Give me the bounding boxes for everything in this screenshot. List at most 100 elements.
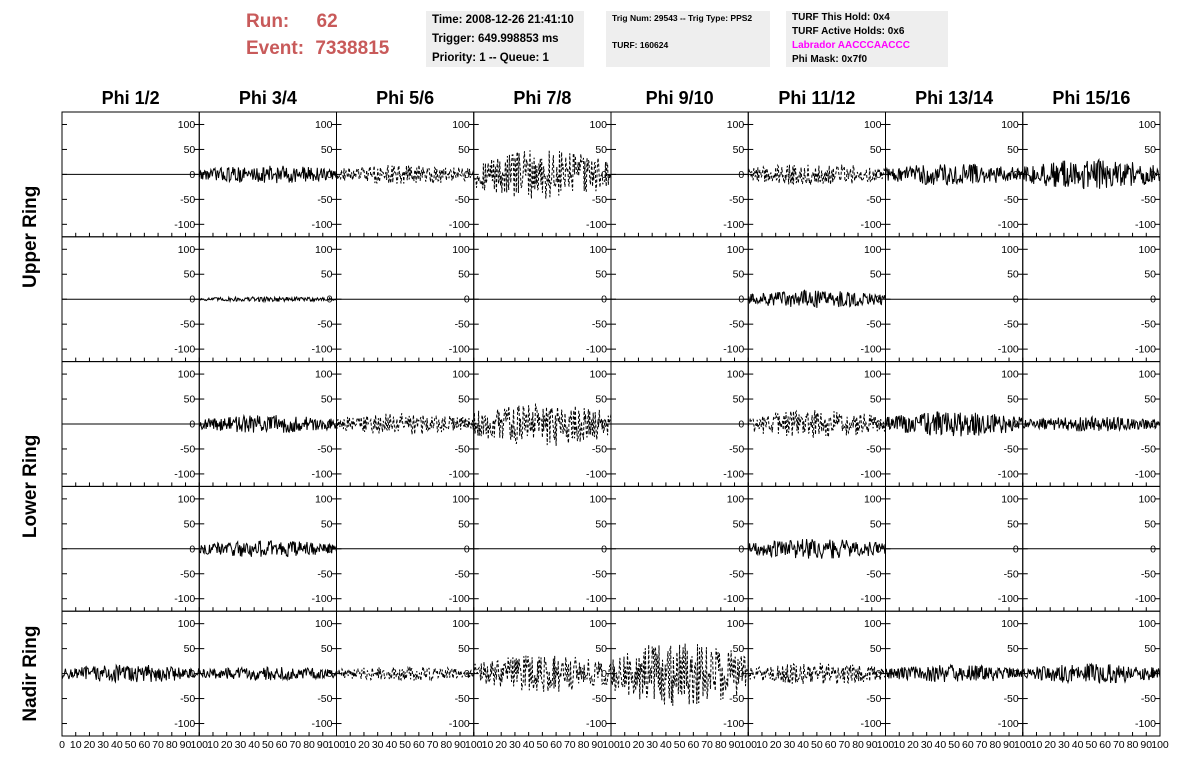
- y-tick-label: -100: [998, 344, 1019, 356]
- y-tick-label: 50: [184, 269, 196, 281]
- time-info-box: Time: 2008-12-26 21:41:10 Trigger: 649.9…: [426, 11, 584, 67]
- y-tick-label: 50: [595, 518, 607, 530]
- y-tick-label: -100: [174, 593, 195, 605]
- x-tick-label: 50: [537, 739, 549, 751]
- y-tick-label: 50: [595, 394, 607, 406]
- y-tick-label: -50: [592, 693, 607, 705]
- run-event-header: Run: 62 Event: 7338815: [246, 8, 418, 64]
- waveform-series: [473, 403, 612, 446]
- waveform-series: [336, 413, 475, 435]
- y-tick-label: 50: [321, 518, 333, 530]
- y-tick-label: -100: [586, 344, 607, 356]
- x-tick-label: 80: [440, 739, 452, 751]
- column-title: Phi 3/4: [239, 88, 297, 108]
- turf-this-hold-text: TURF This Hold: 0x4: [792, 12, 890, 23]
- y-tick-label: -100: [723, 219, 744, 231]
- x-tick-label: 100: [602, 739, 620, 751]
- x-tick-label: 60: [1099, 739, 1111, 751]
- x-tick-label: 60: [550, 739, 562, 751]
- x-tick-label: 30: [646, 739, 658, 751]
- x-tick-label: 70: [976, 739, 988, 751]
- y-tick-label: 100: [1138, 244, 1156, 256]
- x-tick-label: 50: [125, 739, 137, 751]
- y-tick-label: -50: [866, 693, 881, 705]
- y-tick-label: 50: [733, 643, 745, 655]
- y-tick-label: -50: [455, 443, 470, 455]
- x-tick-label: 0: [59, 739, 65, 751]
- x-tick-label: 40: [248, 739, 260, 751]
- y-tick-label: -50: [1141, 319, 1156, 331]
- y-tick-label: -100: [174, 468, 195, 480]
- y-tick-label: 100: [589, 244, 607, 256]
- x-tick-label: 50: [674, 739, 686, 751]
- y-tick-label: -100: [174, 718, 195, 730]
- x-tick-label: 20: [358, 739, 370, 751]
- y-tick-label: -50: [729, 693, 744, 705]
- x-tick-label: 10: [756, 739, 768, 751]
- column-title: Phi 5/6: [376, 88, 434, 108]
- x-tick-label: 90: [317, 739, 329, 751]
- y-tick-label: 0: [876, 169, 882, 181]
- x-tick-label: 90: [866, 739, 878, 751]
- y-tick-label: -100: [998, 219, 1019, 231]
- y-tick-label: 100: [452, 493, 470, 505]
- priority-text: Priority: 1 -- Queue: 1: [432, 52, 549, 64]
- y-tick-label: -100: [174, 344, 195, 356]
- y-tick-label: -100: [860, 593, 881, 605]
- y-tick-label: -100: [586, 219, 607, 231]
- y-tick-label: -100: [586, 593, 607, 605]
- y-tick-label: 50: [458, 269, 470, 281]
- y-tick-label: 50: [595, 643, 607, 655]
- x-tick-label: 80: [715, 739, 727, 751]
- y-tick-label: 100: [1001, 244, 1019, 256]
- y-tick-label: -100: [723, 593, 744, 605]
- y-tick-label: -100: [311, 344, 332, 356]
- y-tick-label: -50: [1004, 443, 1019, 455]
- y-tick-label: 100: [1138, 493, 1156, 505]
- waveform-series: [747, 163, 886, 186]
- event-label: Event:: [246, 38, 305, 59]
- y-tick-label: 100: [589, 119, 607, 131]
- turf-active-holds-text: TURF Active Holds: 0x6: [792, 26, 905, 37]
- y-tick-label: 50: [184, 518, 196, 530]
- y-tick-label: -100: [860, 718, 881, 730]
- x-tick-label: 90: [1003, 739, 1015, 751]
- y-tick-label: -50: [180, 443, 195, 455]
- run-value: 62: [316, 11, 338, 32]
- x-tick-label: 60: [825, 739, 837, 751]
- x-tick-label: 20: [1044, 739, 1056, 751]
- y-tick-label: -50: [1141, 568, 1156, 580]
- y-tick-label: -100: [449, 344, 470, 356]
- x-tick-label: 80: [578, 739, 590, 751]
- row-title: Nadir Ring: [20, 626, 41, 722]
- column-title: Phi 7/8: [513, 88, 571, 108]
- waveform-series: [747, 662, 886, 686]
- y-tick-label: -100: [723, 468, 744, 480]
- waveform-series: [198, 165, 337, 184]
- x-tick-label: 10: [893, 739, 905, 751]
- y-tick-label: -50: [729, 568, 744, 580]
- y-tick-label: 100: [727, 618, 745, 630]
- y-tick-label: 50: [1007, 394, 1019, 406]
- y-tick-label: -50: [1141, 443, 1156, 455]
- y-tick-label: -100: [586, 718, 607, 730]
- x-tick-label: 70: [289, 739, 301, 751]
- y-tick-label: -50: [455, 194, 470, 206]
- y-tick-label: -100: [860, 344, 881, 356]
- x-tick-label: 80: [989, 739, 1001, 751]
- x-tick-label: 50: [948, 739, 960, 751]
- column-title: Phi 1/2: [102, 88, 160, 108]
- y-tick-label: 50: [184, 144, 196, 156]
- waveform-series: [198, 665, 337, 682]
- x-tick-label: 100: [739, 739, 757, 751]
- y-tick-label: 100: [864, 369, 882, 381]
- y-tick-label: -50: [729, 443, 744, 455]
- y-tick-label: 50: [321, 144, 333, 156]
- y-tick-label: -100: [1135, 219, 1156, 231]
- y-tick-label: -50: [866, 568, 881, 580]
- waveform-series: [336, 164, 475, 186]
- y-tick-label: 100: [864, 493, 882, 505]
- trigger-info-box: Trig Num: 29543 -- Trig Type: PPS2 TURF:…: [606, 11, 770, 67]
- y-tick-label: 50: [1144, 269, 1156, 281]
- x-tick-label: 30: [97, 739, 109, 751]
